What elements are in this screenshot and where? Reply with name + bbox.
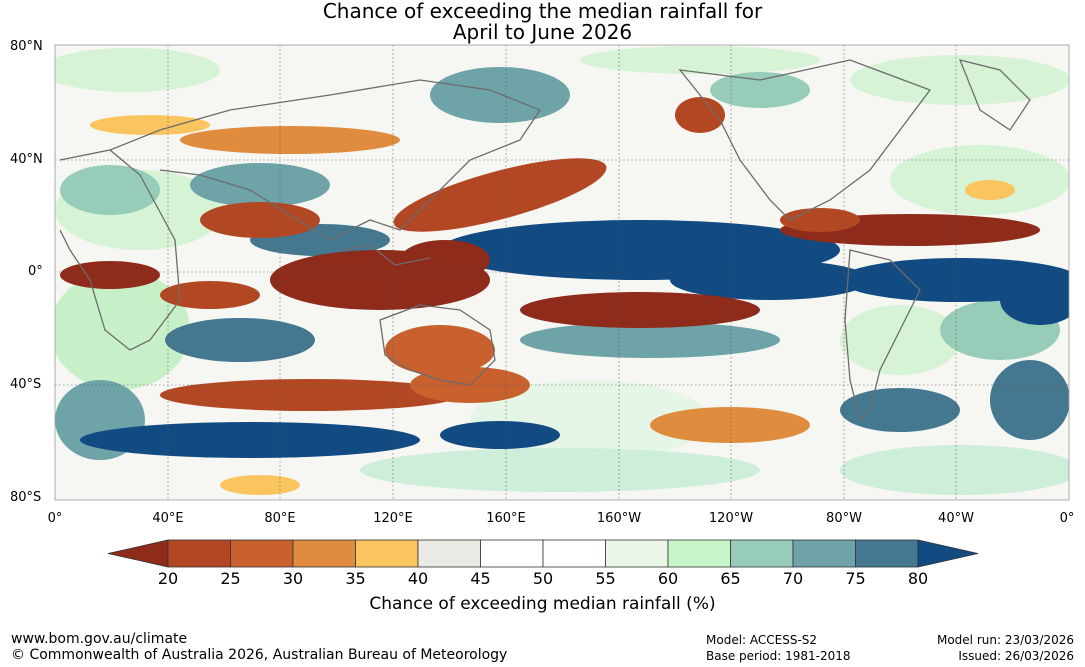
lon-label: 80°E (264, 511, 296, 526)
anomaly-region (90, 115, 210, 135)
colorbar-tick-label: 35 (345, 569, 366, 588)
colorbar-tick-label: 80 (907, 569, 929, 588)
colorbar-segment (792, 539, 856, 568)
colorbar-tick-label: 45 (470, 569, 491, 588)
anomaly-region (965, 180, 1015, 200)
colorbar-tick-label: 60 (657, 569, 679, 588)
colorbar-segment (230, 539, 294, 568)
colorbar-low-extension (107, 539, 169, 568)
anomaly-region (430, 67, 570, 123)
greenland-coastline (958, 59, 1031, 131)
anomaly-region (1000, 275, 1069, 325)
colorbar-tick-label: 20 (157, 569, 179, 588)
south-america-coastline (844, 249, 921, 422)
lon-label: 0° (47, 511, 63, 526)
lon-label: 40°E (152, 511, 184, 526)
anomaly-region (675, 97, 725, 133)
anomaly-region (520, 322, 780, 358)
lat-label: 40°S (10, 377, 42, 392)
anomaly-region (890, 145, 1069, 215)
lon-label: 160°E (486, 511, 526, 526)
anomaly-region (840, 305, 960, 375)
anomaly-region (580, 46, 820, 74)
anomaly-region (160, 379, 460, 411)
map-title-line1: Chance of exceeding the median rainfall … (322, 0, 763, 23)
anomaly-region (60, 261, 160, 289)
colorbar-tick-label: 50 (532, 569, 554, 588)
model-name: Model: ACCESS-S2 (706, 633, 818, 647)
colorbar-segment (855, 539, 919, 568)
anomaly-region (400, 240, 490, 280)
map-field (55, 45, 1069, 500)
colorbar-tick-label: 70 (782, 569, 804, 588)
issued-date: Issued: 26/03/2026 (958, 649, 1074, 663)
lat-label: 80°S (10, 490, 42, 505)
anomaly-region (55, 270, 190, 390)
lon-label: 120°E (373, 511, 413, 526)
lon-label: 80°W (826, 511, 862, 526)
anomaly-region (780, 208, 860, 232)
colorbar-segment (542, 539, 606, 568)
anomaly-region (160, 281, 260, 309)
colorbar-segment (417, 539, 481, 568)
lon-label: 160°W (596, 511, 642, 526)
map-title-line2: April to June 2026 (452, 20, 633, 44)
africa-coastline (59, 149, 181, 351)
colorbar-segment (292, 539, 356, 568)
anomaly-region (710, 72, 810, 108)
anomaly-region (840, 445, 1069, 495)
anomaly-region (80, 422, 420, 458)
anomaly-region (670, 260, 870, 300)
anomaly-region (385, 325, 495, 375)
colorbar-segment (355, 539, 419, 568)
anomaly-region (650, 407, 810, 443)
base-period: Base period: 1981-2018 (706, 649, 851, 663)
anomaly-region (393, 158, 607, 232)
colorbar-tick-label: 30 (282, 569, 304, 588)
colorbar-tick-label: 65 (720, 569, 741, 588)
anomaly-region (165, 318, 315, 362)
anomaly-region (220, 475, 300, 495)
anomaly-region (840, 388, 960, 432)
anomaly-region (55, 48, 220, 92)
gridlines (55, 45, 1069, 500)
colorbar-tick-label: 75 (845, 569, 866, 588)
colorbar-tick-label: 55 (595, 569, 616, 588)
lon-label: 0° (1059, 511, 1075, 526)
coastlines (59, 59, 1031, 422)
anomaly-region (850, 55, 1069, 105)
colorbar-title: Chance of exceeding median rainfall (%) (369, 594, 716, 614)
colorbar-segment (667, 539, 731, 568)
anomaly-region (520, 292, 760, 328)
colorbar-tick-label: 25 (220, 569, 241, 588)
colorbar-segment (730, 539, 794, 568)
anomaly-region (440, 421, 560, 449)
anomaly-region (180, 126, 400, 154)
colorbar-segment (605, 539, 669, 568)
lat-label: 80°N (10, 39, 43, 54)
north-america-coastline (678, 59, 932, 221)
anomaly-region (990, 360, 1069, 440)
website-link[interactable]: www.bom.gov.au/climate (11, 631, 188, 647)
colorbar-high-extension (917, 539, 979, 568)
colorbar-segment (167, 539, 231, 568)
colorbar-segment (480, 539, 544, 568)
colorbar-tick-label: 40 (407, 569, 429, 588)
copyright-text: © Commonwealth of Australia 2026, Austra… (11, 647, 508, 663)
lat-label: 0° (28, 264, 43, 279)
maritime-continent-coastline (339, 244, 431, 266)
model-run-date: Model run: 23/03/2026 (936, 633, 1074, 647)
anomaly-region (360, 448, 760, 492)
map-frame (54, 44, 1070, 501)
lon-label: 120°W (708, 511, 754, 526)
australia-coastline (379, 304, 496, 386)
anomaly-region (190, 163, 330, 207)
anomaly-region (200, 202, 320, 238)
lat-label: 40°N (10, 152, 43, 167)
lon-label: 40°W (938, 511, 974, 526)
colorbar (107, 539, 979, 568)
anomaly-region (60, 165, 160, 215)
eurasia-coastline (109, 79, 541, 241)
